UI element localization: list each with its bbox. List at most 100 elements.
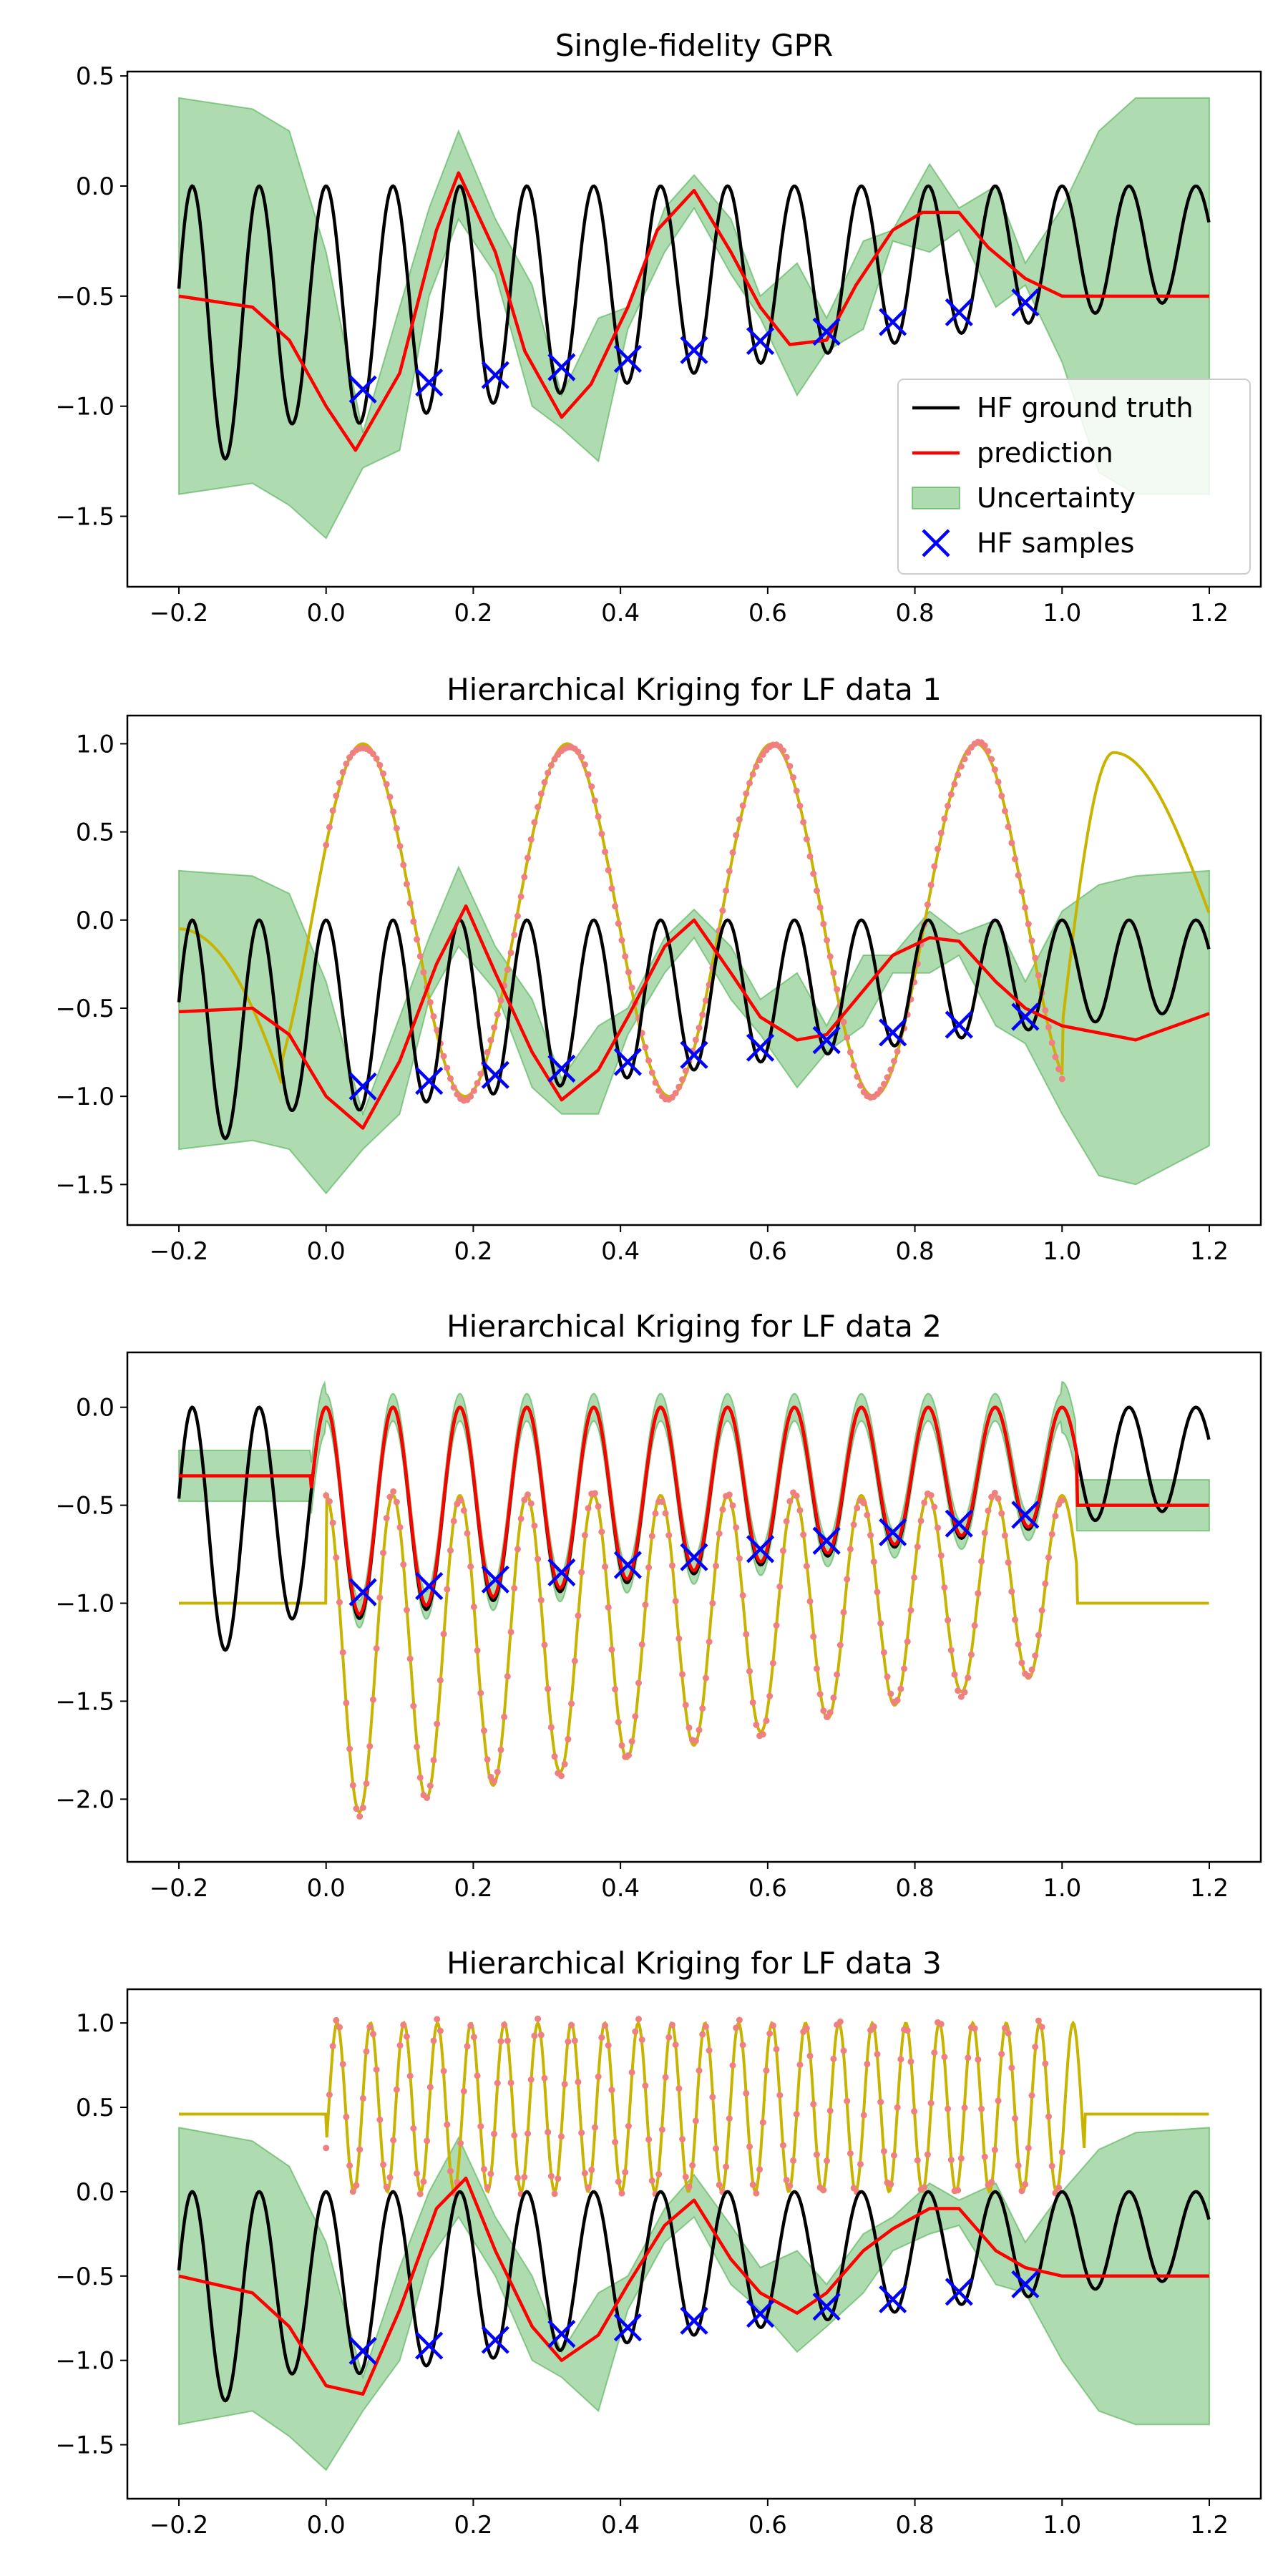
- x-tick-label: 0.0: [307, 1874, 346, 1903]
- lf-sample-point: [1005, 1559, 1012, 1566]
- lf-sample-point: [615, 1719, 622, 1726]
- lf-sample-point: [753, 763, 760, 770]
- lf-sample-point: [369, 2031, 376, 2038]
- lf-sample-point: [625, 969, 632, 976]
- chart-panel-4: −0.2 0.0 0.2 0.4 0.6 0.8 1.0 1.2 −1.5 −1.0 −0.5 0.0…: [55, 1946, 1262, 2540]
- lf-sample-point: [487, 1037, 494, 1044]
- y-tick-label: 0.5: [76, 62, 114, 91]
- hf-sample-marker: [613, 1048, 643, 1076]
- prediction-line: [178, 171, 1209, 452]
- lf-sample-point: [776, 2092, 784, 2099]
- lf-sample-point: [652, 1079, 659, 1086]
- lf-sample-point: [1052, 1513, 1059, 1520]
- lf-sample-point: [525, 1491, 532, 1498]
- lf-sample-point: [511, 1585, 518, 1592]
- lf-sample-point: [545, 2129, 552, 2136]
- lf-sample-point: [1008, 2064, 1015, 2072]
- lf-sample-point: [1032, 1652, 1039, 1659]
- hf-sample-marker: [879, 2285, 907, 2313]
- lf-sample-point: [911, 1574, 918, 1581]
- lf-sample-point: [945, 802, 952, 809]
- lf-sample-point: [447, 1075, 454, 1082]
- lf-sample-point: [991, 2147, 998, 2154]
- lf-sample-point: [803, 836, 810, 843]
- lf-sample-point: [877, 1620, 884, 1627]
- lf-sample-point: [1058, 1497, 1065, 1504]
- hf-sample-marker: [746, 1535, 775, 1563]
- lf-sample-point: [450, 1084, 457, 1091]
- lf-sample-point: [537, 790, 545, 797]
- hf-sample-marker: [812, 2292, 841, 2321]
- lf-sample-point: [699, 1705, 706, 1712]
- lf-sample-point: [1038, 2024, 1045, 2031]
- axes-frame: [126, 1351, 1262, 1863]
- lf-sample-point: [914, 2157, 921, 2164]
- y-tick-label: −1.5: [55, 2431, 114, 2460]
- lf-sample-point: [410, 1702, 417, 1709]
- lf-sample-point: [773, 2046, 780, 2053]
- hf-sample-marker: [1011, 1501, 1040, 1529]
- lf-sample-point: [491, 1024, 498, 1031]
- lf-sample-point: [618, 2190, 625, 2197]
- lf-sample-point: [346, 754, 353, 761]
- lf-sample-point: [749, 1699, 756, 1706]
- lf-sample-point: [434, 2016, 441, 2023]
- lf-sample-point: [945, 1616, 952, 1624]
- lf-sample-point: [746, 2143, 753, 2150]
- lf-sample-point: [689, 2162, 696, 2169]
- lf-sample-point: [924, 2151, 931, 2158]
- lf-sample-point: [638, 2036, 645, 2044]
- lf-sample-point: [1055, 2184, 1063, 2191]
- lf-sample-point: [504, 966, 511, 973]
- lf-sample-point: [632, 2028, 639, 2035]
- lf-sample-point: [907, 2058, 914, 2065]
- lf-sample-point: [733, 2024, 740, 2031]
- x-tick-label: −0.2: [150, 599, 209, 628]
- lf-sample-point: [605, 2041, 612, 2049]
- lf-sample-point: [897, 1685, 904, 1692]
- hf-sample-marker: [348, 1072, 377, 1101]
- lf-sample-point: [467, 1563, 474, 1570]
- lf-sample-point: [981, 742, 988, 749]
- x-tick-label: 1.2: [1190, 1874, 1229, 1903]
- lf-sample-point: [336, 2024, 343, 2031]
- lf-sample-point: [901, 1665, 908, 1672]
- lf-sample-point: [746, 1668, 753, 1675]
- lf-sample-point: [947, 791, 955, 798]
- lf-sample-point: [769, 1659, 776, 1667]
- lf-sample-point: [551, 1753, 558, 1760]
- x-tick-label: −0.2: [150, 2511, 209, 2540]
- lf-sample-point: [941, 815, 948, 822]
- lf-sample-point: [1042, 1580, 1049, 1587]
- prediction-line: [178, 904, 1210, 1130]
- lf-sample-point: [531, 2032, 538, 2039]
- lf-sample-point: [652, 1510, 659, 1517]
- lf-sample-point: [628, 2069, 635, 2076]
- lf-sample-point: [477, 1689, 484, 1697]
- lf-sample-point: [816, 1691, 824, 1698]
- lf-sample-point: [1045, 2113, 1052, 2120]
- lf-sample-point: [393, 1498, 400, 1506]
- axes-frame: [126, 1988, 1262, 2500]
- lf-sample-point: [890, 2152, 897, 2159]
- lf-sample-point: [679, 1076, 686, 1083]
- lf-sample-point: [756, 756, 763, 763]
- legend-patch-swatch: [912, 487, 960, 509]
- x-tick-label: 0.0: [307, 599, 346, 628]
- lf-sample-point: [376, 2116, 384, 2123]
- lf-sample-point: [955, 2187, 962, 2194]
- lf-sample-point: [521, 1496, 528, 1503]
- lf-sample-point: [484, 1048, 491, 1055]
- lf-sample-point: [568, 2021, 575, 2029]
- lf-sample-point: [551, 756, 558, 763]
- lf-sample-point: [484, 2184, 491, 2191]
- lf-sample-point: [702, 997, 709, 1004]
- lf-sample-point: [894, 1048, 901, 1055]
- lf-sample-point: [935, 845, 942, 852]
- lf-sample-point: [662, 1510, 669, 1517]
- lf-sample-point: [961, 1689, 968, 1696]
- lf-sample-point: [975, 2056, 982, 2063]
- lf-sample-point: [343, 2113, 350, 2120]
- lf-sample-point: [474, 2072, 481, 2079]
- lf-sample-point: [537, 1596, 545, 1604]
